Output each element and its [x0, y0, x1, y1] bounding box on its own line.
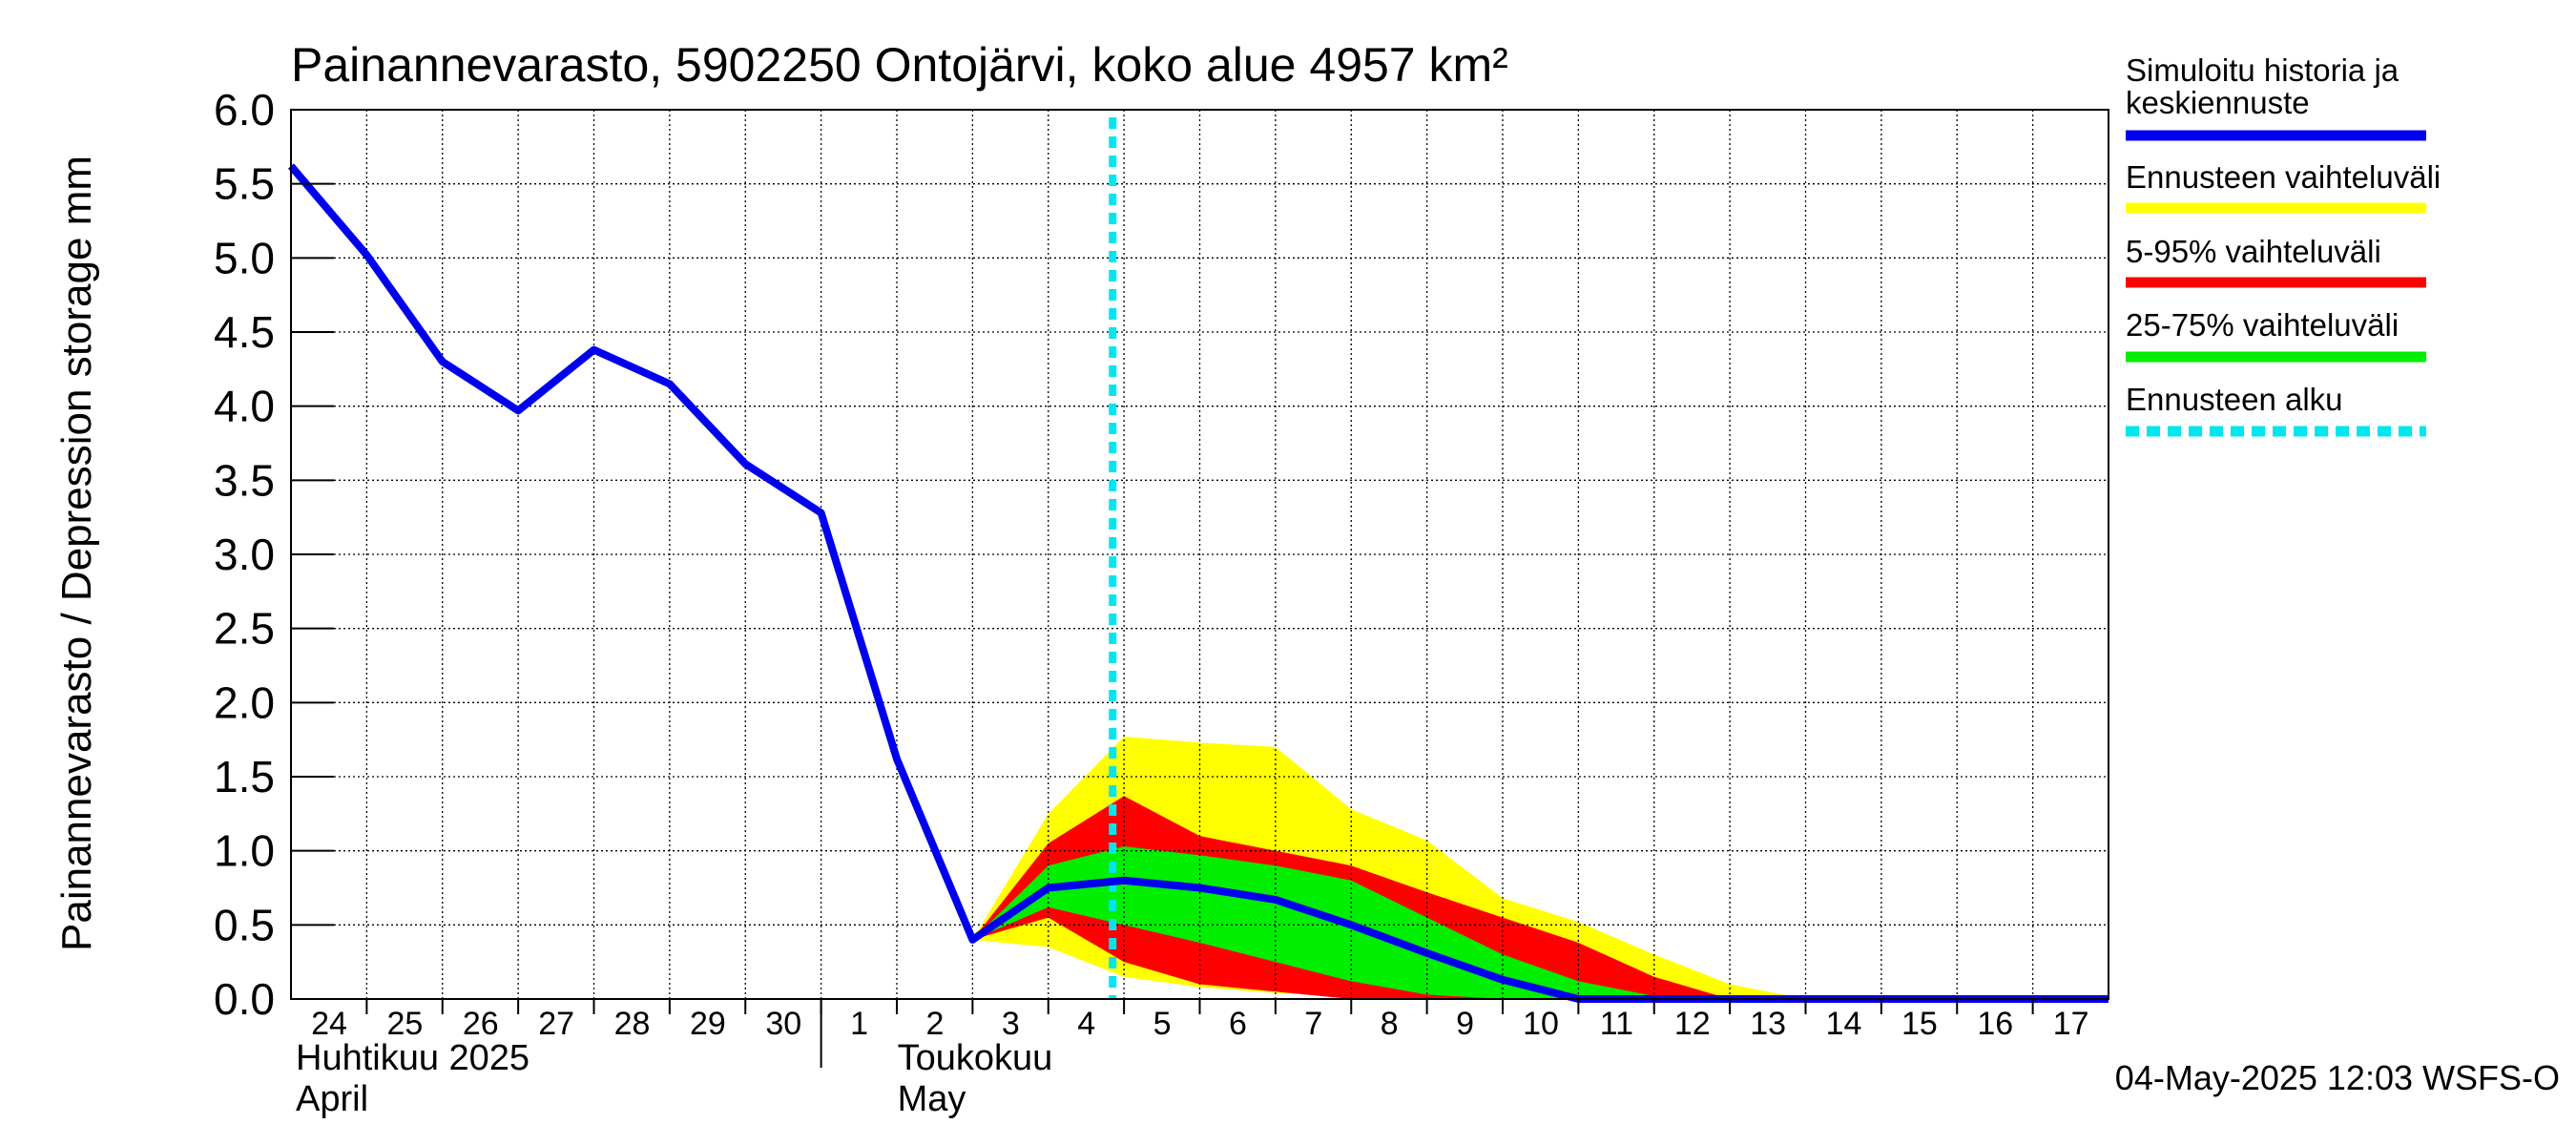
- legend-item: 25-75% vaihteluväli: [2126, 307, 2426, 363]
- timestamp-footer: 04-May-2025 12:03 WSFS-O: [2115, 1058, 2560, 1097]
- x-tick-label: 11: [1600, 1006, 1633, 1042]
- x-tick-label: 14: [1826, 1006, 1862, 1042]
- x-tick-label: 30: [765, 1006, 801, 1042]
- x-tick-label: 8: [1381, 1006, 1399, 1042]
- y-tick-label: 5.0: [214, 233, 275, 282]
- legend-label: Simuloitu historia ja: [2126, 52, 2399, 88]
- y-tick-label: 3.5: [214, 455, 275, 505]
- y-tick-label: 0.0: [214, 974, 275, 1024]
- grid-lines: [291, 110, 2109, 999]
- y-tick-label: 2.5: [214, 604, 275, 654]
- forecast-bands: [972, 737, 2109, 999]
- y-tick-label: 1.0: [214, 826, 275, 876]
- x-tick-label: 16: [1977, 1006, 2013, 1042]
- month-label-en: April: [296, 1079, 368, 1119]
- axes: [290, 109, 2109, 1068]
- legend-label: 5-95% vaihteluväli: [2126, 234, 2381, 269]
- x-tick-label: 25: [386, 1006, 423, 1042]
- x-tick-label: 17: [2053, 1006, 2089, 1042]
- y-tick-label: 4.0: [214, 382, 275, 431]
- month-label-en: May: [898, 1079, 966, 1119]
- y-tick-label: 6.0: [214, 85, 275, 135]
- x-tick-label: 24: [311, 1006, 347, 1042]
- y-tick-label: 0.5: [214, 900, 275, 949]
- y-tick-label: 4.5: [214, 307, 275, 357]
- legend-label: keskiennuste: [2126, 85, 2310, 120]
- legend-item: Ennusteen vaihteluväli: [2126, 159, 2441, 214]
- y-tick-label: 1.5: [214, 752, 275, 802]
- month-label-fi: Huhtikuu 2025: [296, 1038, 530, 1078]
- x-tick-labels: 24 25 26 27 28 29 30 1 2 3 4 5 6 7 8 9 10 11 12 13 14 15 16 17: [311, 1006, 2088, 1042]
- x-tick-label: 27: [538, 1006, 574, 1042]
- y-tick-labels: 0.0 0.5 1.0 1.5 2.0 2.5 3.0 3.5 4.0 4.5 5.0 5.5 6.0: [214, 85, 275, 1024]
- legend-item: Ennusteen alku: [2126, 382, 2426, 437]
- x-tick-label: 1: [850, 1006, 868, 1042]
- x-tick-label: 15: [1901, 1006, 1938, 1042]
- x-tick-label: 13: [1750, 1006, 1786, 1042]
- x-tick-label: 26: [463, 1006, 499, 1042]
- x-tick-label: 7: [1304, 1006, 1322, 1042]
- x-tick-label: 5: [1153, 1006, 1172, 1042]
- x-tick-label: 10: [1523, 1006, 1559, 1042]
- x-tick-label: 12: [1674, 1006, 1711, 1042]
- month-label-fi: Toukokuu: [898, 1038, 1053, 1078]
- x-tick-label: 29: [690, 1006, 726, 1042]
- band-2: [972, 846, 2109, 999]
- chart-title: Painannevarasto, 5902250 Ontojärvi, koko…: [291, 38, 1508, 92]
- x-tick-label: 6: [1229, 1006, 1247, 1042]
- legend-item: 5-95% vaihteluväli: [2126, 234, 2426, 288]
- y-tick-label: 3.0: [214, 530, 275, 579]
- x-tick-label: 2: [926, 1006, 945, 1042]
- y-tick-label: 2.0: [214, 677, 275, 727]
- x-tick-label: 28: [614, 1006, 651, 1042]
- x-tick-label: 9: [1456, 1006, 1474, 1042]
- legend-label: Ennusteen vaihteluväli: [2126, 159, 2441, 195]
- legend-label: Ennusteen alku: [2126, 382, 2343, 417]
- y-tick-label: 5.5: [214, 159, 275, 209]
- y-axis-label: Painannevarasto / Depression storage mm: [53, 156, 100, 951]
- x-tick-label: 4: [1077, 1006, 1095, 1042]
- legend-label: 25-75% vaihteluväli: [2126, 307, 2399, 343]
- x-tick-label: 3: [1002, 1006, 1020, 1042]
